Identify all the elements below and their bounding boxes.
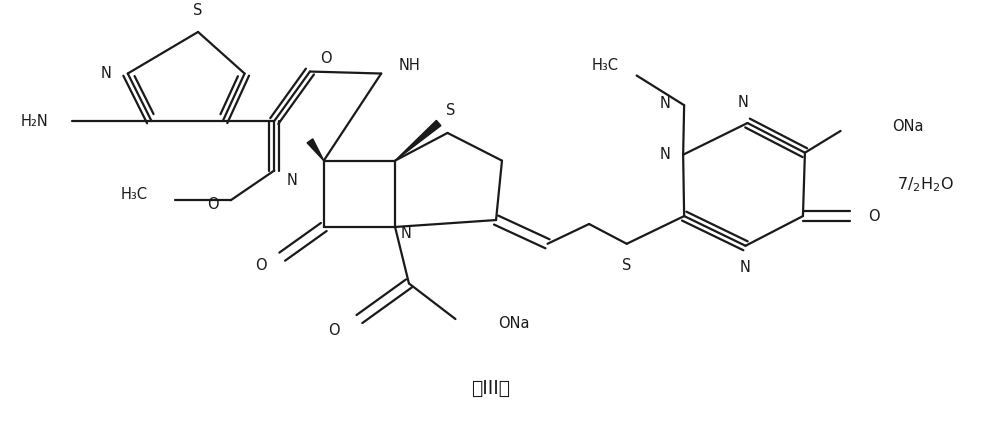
Text: H₂N: H₂N bbox=[21, 114, 49, 129]
Text: NH: NH bbox=[399, 58, 421, 73]
Text: N: N bbox=[101, 66, 112, 81]
Text: N: N bbox=[401, 226, 412, 241]
Text: S: S bbox=[622, 258, 631, 273]
Text: H₃C: H₃C bbox=[592, 58, 619, 73]
Text: S: S bbox=[446, 103, 455, 118]
Text: ONa: ONa bbox=[892, 119, 924, 135]
Text: N: N bbox=[740, 260, 751, 275]
Text: 7/$_{2}$H$_{2}$O: 7/$_{2}$H$_{2}$O bbox=[897, 175, 954, 194]
Polygon shape bbox=[395, 120, 441, 161]
Text: O: O bbox=[868, 208, 880, 224]
Polygon shape bbox=[307, 139, 324, 161]
Text: N: N bbox=[659, 96, 670, 111]
Text: （III）: （III） bbox=[471, 379, 510, 398]
Text: ONa: ONa bbox=[498, 316, 530, 330]
Text: H₃C: H₃C bbox=[121, 187, 148, 202]
Text: N: N bbox=[286, 173, 297, 188]
Text: S: S bbox=[193, 3, 203, 18]
Text: O: O bbox=[320, 51, 331, 66]
Text: O: O bbox=[255, 258, 266, 273]
Text: N: N bbox=[659, 147, 670, 162]
Text: O: O bbox=[207, 197, 219, 212]
Text: N: N bbox=[738, 95, 749, 110]
Text: O: O bbox=[328, 323, 340, 338]
